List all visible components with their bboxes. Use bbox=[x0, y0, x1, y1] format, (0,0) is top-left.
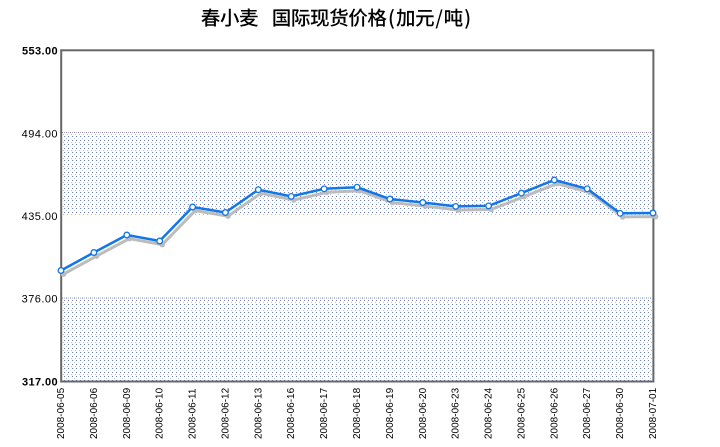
svg-text:2008-06-06: 2008-06-06 bbox=[89, 387, 100, 439]
svg-text:2008-06-25: 2008-06-25 bbox=[516, 387, 527, 439]
svg-text:435.00: 435.00 bbox=[22, 211, 58, 223]
svg-text:2008-07-01: 2008-07-01 bbox=[648, 387, 659, 439]
svg-text:2008-06-10: 2008-06-10 bbox=[155, 387, 166, 439]
svg-text:2008-06-17: 2008-06-17 bbox=[319, 387, 330, 439]
svg-text:2008-06-23: 2008-06-23 bbox=[451, 387, 462, 439]
svg-text:2008-06-26: 2008-06-26 bbox=[549, 387, 560, 439]
svg-text:2008-06-20: 2008-06-20 bbox=[418, 387, 429, 439]
svg-text:2008-06-16: 2008-06-16 bbox=[286, 387, 297, 439]
svg-text:2008-06-18: 2008-06-18 bbox=[352, 387, 363, 439]
svg-text:2008-06-27: 2008-06-27 bbox=[582, 387, 593, 439]
svg-text:2008-06-05: 2008-06-05 bbox=[56, 387, 67, 439]
svg-text:317.00: 317.00 bbox=[22, 377, 58, 389]
svg-text:2008-06-30: 2008-06-30 bbox=[615, 387, 626, 439]
svg-text:2008-06-13: 2008-06-13 bbox=[253, 387, 264, 439]
svg-text:2008-06-12: 2008-06-12 bbox=[220, 387, 231, 439]
svg-text:2008-06-11: 2008-06-11 bbox=[188, 388, 199, 439]
svg-text:494.00: 494.00 bbox=[22, 128, 58, 140]
svg-text:553.00: 553.00 bbox=[22, 45, 58, 57]
svg-text:2008-06-19: 2008-06-19 bbox=[385, 387, 396, 439]
svg-text:376.00: 376.00 bbox=[22, 294, 58, 306]
svg-text:2008-06-09: 2008-06-09 bbox=[122, 387, 133, 439]
svg-text:2008-06-24: 2008-06-24 bbox=[484, 387, 495, 439]
